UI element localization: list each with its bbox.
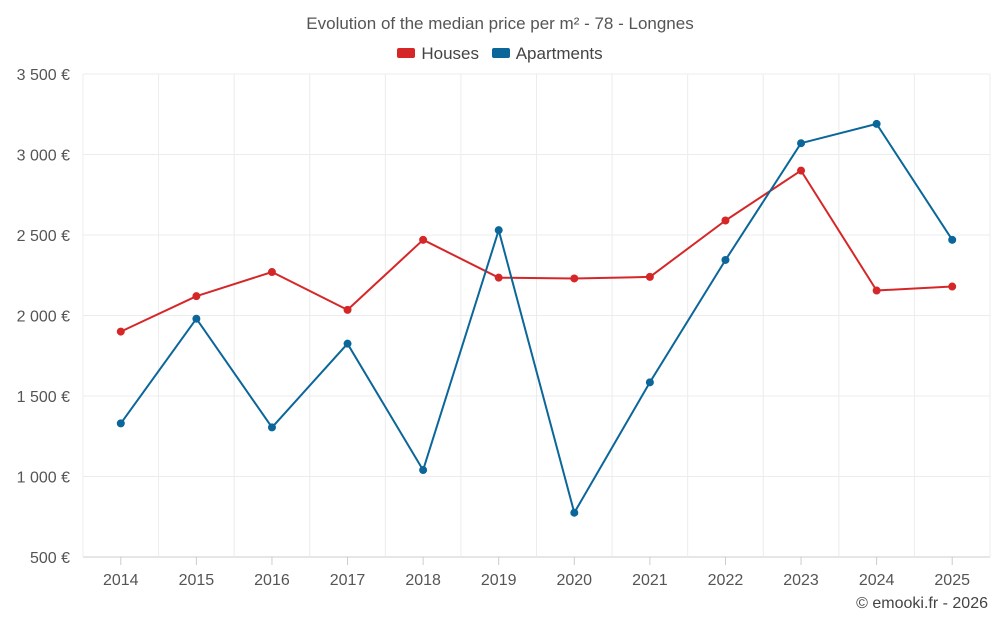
series-line-apartments [119, 122, 954, 514]
series-line-houses [119, 169, 954, 333]
data-point-houses [494, 273, 503, 282]
data-point-apartments [570, 508, 579, 517]
x-tick-label: 2017 [330, 572, 366, 589]
legend-label-houses: Houses [421, 44, 479, 63]
legend-swatch-apartments [491, 48, 510, 59]
data-point-houses [116, 327, 125, 336]
x-tick-label: 2018 [405, 572, 441, 589]
x-tick-label: 2019 [481, 572, 517, 589]
data-point-houses [721, 216, 730, 225]
data-point-houses [267, 268, 276, 277]
x-tick-label: 2021 [632, 572, 668, 589]
data-point-houses [192, 292, 201, 301]
legend-item-apartments[interactable]: Apartments [491, 44, 603, 64]
data-point-apartments [797, 139, 806, 148]
legend-item-houses[interactable]: Houses [397, 44, 479, 64]
data-point-apartments [721, 255, 730, 264]
data-point-apartments [872, 119, 881, 128]
axis-layer: 500 € 1 000 € 1 500 € 2 000 € 2 500 € 3 000 €… [17, 67, 970, 589]
data-point-apartments [343, 339, 352, 348]
chart-title: Evolution of the median price per m² - 7… [306, 14, 694, 33]
x-tick-label: 2015 [179, 572, 215, 589]
data-point-apartments [419, 466, 428, 475]
x-tick-label: 2024 [859, 572, 895, 589]
data-point-houses [645, 272, 654, 281]
x-tick-label: 2016 [254, 572, 290, 589]
x-tick-label: 2020 [556, 572, 592, 589]
legend-label-apartments: Apartments [515, 44, 603, 63]
series-layer [116, 119, 957, 517]
data-point-houses [797, 166, 806, 175]
data-point-houses [419, 235, 428, 244]
y-tick-label: 3 000 € [17, 148, 70, 165]
data-point-apartments [116, 419, 125, 428]
x-tick-label: 2014 [103, 572, 139, 589]
y-tick-label: 2 500 € [17, 228, 70, 245]
data-point-apartments [645, 378, 654, 387]
data-point-houses [872, 286, 881, 295]
data-point-houses [570, 274, 579, 283]
x-tick-label: 2025 [934, 572, 970, 589]
data-point-apartments [494, 226, 503, 235]
y-tick-label: 1 500 € [17, 389, 70, 406]
data-point-houses [948, 282, 957, 291]
y-tick-label: 3 500 € [17, 67, 70, 84]
data-point-apartments [948, 235, 957, 244]
y-tick-label: 1 000 € [17, 470, 70, 487]
credit-text: © emooki.fr - 2026 [856, 595, 988, 612]
x-tick-label: 2023 [783, 572, 819, 589]
y-tick-label: 2 000 € [17, 309, 70, 326]
legend-swatch-houses [397, 48, 416, 59]
y-tick-label: 500 € [30, 550, 70, 567]
data-point-houses [343, 305, 352, 314]
data-point-apartments [267, 423, 276, 432]
data-point-apartments [192, 314, 201, 323]
x-tick-label: 2022 [708, 572, 744, 589]
grid-layer [82, 73, 991, 558]
chart-legend: Houses Apartments [0, 44, 1000, 64]
